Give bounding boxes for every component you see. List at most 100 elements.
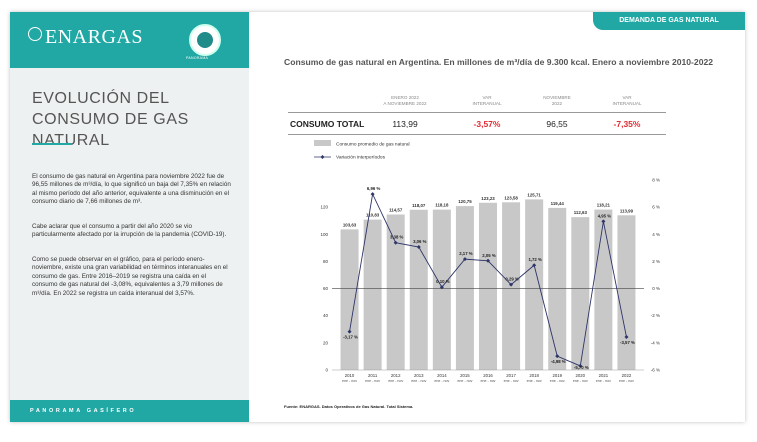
variation-label: 3,38 %	[390, 235, 404, 240]
y-left-tick-label: 20	[323, 340, 329, 345]
variation-label: -3,17 %	[343, 335, 358, 340]
legend-bar-swatch	[314, 140, 331, 146]
x-tick-sublabel: ene - nov	[527, 379, 542, 383]
bar-2022	[617, 215, 636, 370]
bar-value-label: 118,21	[597, 203, 611, 208]
x-tick-label: 2017	[506, 373, 516, 378]
bar-2013	[409, 209, 428, 370]
paragraph-3: Como se puede observar en el gráfico, pa…	[32, 256, 228, 297]
variation-point	[439, 285, 444, 290]
bar-2018	[525, 199, 544, 370]
paragraph-1: El consumo de gas natural en Argentina p…	[32, 173, 231, 206]
bar-2016	[479, 202, 497, 370]
bar-value-label: 113,99	[620, 208, 634, 213]
total-label: CONSUMO TOTAL	[290, 119, 365, 129]
legend-label-bars: Consumo promedio de gas natural	[336, 142, 410, 148]
variation-label: 0,29 %	[505, 277, 519, 282]
x-tick-sublabel: ene - nov	[434, 379, 449, 383]
variation-label: -3,57 %	[620, 340, 635, 345]
paragraph-2: Cabe aclarar que el consumo a partir del…	[32, 223, 227, 239]
variation-point	[486, 258, 490, 263]
bar-2021	[594, 209, 613, 370]
variation-label: -4,98 %	[551, 359, 566, 364]
col2-header: VAR INTERANUAL	[472, 95, 502, 106]
y-right-tick-label: -2 %	[651, 313, 660, 318]
x-tick-label: 2013	[414, 373, 424, 378]
left-header: ENARGAS PANORAMA	[10, 12, 249, 68]
y-left-tick-label: 40	[323, 313, 329, 318]
y-right-tick-label: 6 %	[652, 205, 660, 210]
y-right-tick-label: 0 %	[652, 286, 660, 291]
bar-value-label: 103,63	[343, 222, 357, 227]
variation-label: 0,10 %	[436, 279, 450, 284]
page-title: EVOLUCIÓN DEL CONSUMO DE GAS NATURAL	[32, 90, 189, 149]
bar-2012	[386, 214, 405, 370]
variation-label: 3,06 %	[413, 239, 427, 244]
x-tick-label: 2012	[391, 373, 401, 378]
x-tick-label: 2019	[552, 373, 562, 378]
panorama-seal-icon	[189, 24, 221, 56]
seal-caption: PANORAMA	[186, 56, 209, 60]
y-left-tick-label: 0	[325, 368, 328, 373]
x-tick-sublabel: ene - nov	[619, 379, 634, 383]
x-tick-label: 2015	[460, 373, 470, 378]
section-tab: DEMANDA DE GAS NATURAL	[593, 12, 745, 30]
x-tick-sublabel: ene - nov	[596, 379, 611, 383]
col1-header: ENERO 2022 A NOVIEMBRE 2022	[383, 95, 427, 106]
variation-label: 2,17 %	[459, 251, 473, 256]
bar-2011	[363, 219, 382, 370]
slide: ENARGAS PANORAMA EVOLUCIÓN DEL CONSUMO D…	[10, 12, 745, 422]
x-tick-label: 2022	[622, 373, 632, 378]
bar-value-label: 120,75	[458, 199, 472, 204]
x-tick-label: 2018	[529, 373, 539, 378]
title-divider	[32, 143, 72, 145]
col3-header: NOVIEMBRE 2022	[543, 95, 571, 106]
bar-2015	[455, 206, 474, 370]
x-tick-label: 2016	[483, 373, 493, 378]
variation-point	[555, 354, 560, 359]
variation-point	[601, 219, 606, 224]
variation-point	[532, 263, 537, 268]
source-note: Fuente: ENARGAS. Datos Operativos de Gas…	[284, 404, 414, 409]
x-tick-sublabel: ene - nov	[388, 379, 403, 383]
y-left-tick-label: 100	[320, 232, 328, 237]
bar-value-label: 114,57	[389, 208, 403, 213]
bar-2010	[340, 229, 359, 370]
bar-value-label: 118,07	[412, 203, 426, 208]
summary-top-rule	[288, 112, 666, 113]
variation-label: 6,96 %	[367, 186, 381, 191]
bar-value-label: 110,83	[366, 213, 380, 218]
footer-bar: PANORAMA GASÍFERO	[10, 400, 249, 422]
bar-value-label: 123,58	[504, 195, 518, 200]
variation-label: 4,95 %	[598, 213, 612, 218]
x-tick-sublabel: ene - nov	[481, 379, 496, 383]
y-right-tick-label: 2 %	[652, 259, 660, 264]
bar-2019	[548, 207, 567, 370]
enargas-logo: ENARGAS	[28, 26, 143, 49]
bar-value-label: 112,63	[574, 210, 588, 215]
summary-bottom-rule	[288, 134, 666, 135]
y-left-tick-label: 120	[320, 205, 328, 210]
chart-title: Consumo de gas natural en Argentina. En …	[284, 57, 714, 67]
y-right-tick-label: 8 %	[652, 178, 660, 183]
y-left-tick-label: 60	[323, 286, 329, 291]
x-tick-sublabel: ene - nov	[573, 379, 588, 383]
total-nov-value: 96,55	[546, 119, 568, 129]
variation-point	[624, 335, 629, 340]
legend-marker-icon	[320, 155, 325, 159]
consumption-chart: Consumo promedio de gas natural Variación…	[314, 140, 660, 383]
x-tick-label: 2020	[576, 373, 586, 378]
total-ytd-value: 113,99	[392, 119, 418, 129]
x-tick-label: 2014	[437, 373, 447, 378]
variation-label: -5,70 %	[574, 365, 589, 370]
y-right-tick-label: -6 %	[651, 368, 660, 373]
total-nov-variation: -7,35%	[613, 119, 641, 129]
logo-text: ENARGAS	[45, 26, 143, 48]
total-ytd-variation: -3,57%	[473, 119, 501, 129]
variation-label: 1,72 %	[528, 257, 542, 262]
bar-value-label: 125,71	[527, 192, 541, 197]
variation-point	[370, 192, 375, 197]
col4-header: VAR INTERANUAL	[612, 95, 642, 106]
x-tick-sublabel: ene - nov	[457, 379, 472, 383]
bar-2020	[571, 217, 590, 370]
